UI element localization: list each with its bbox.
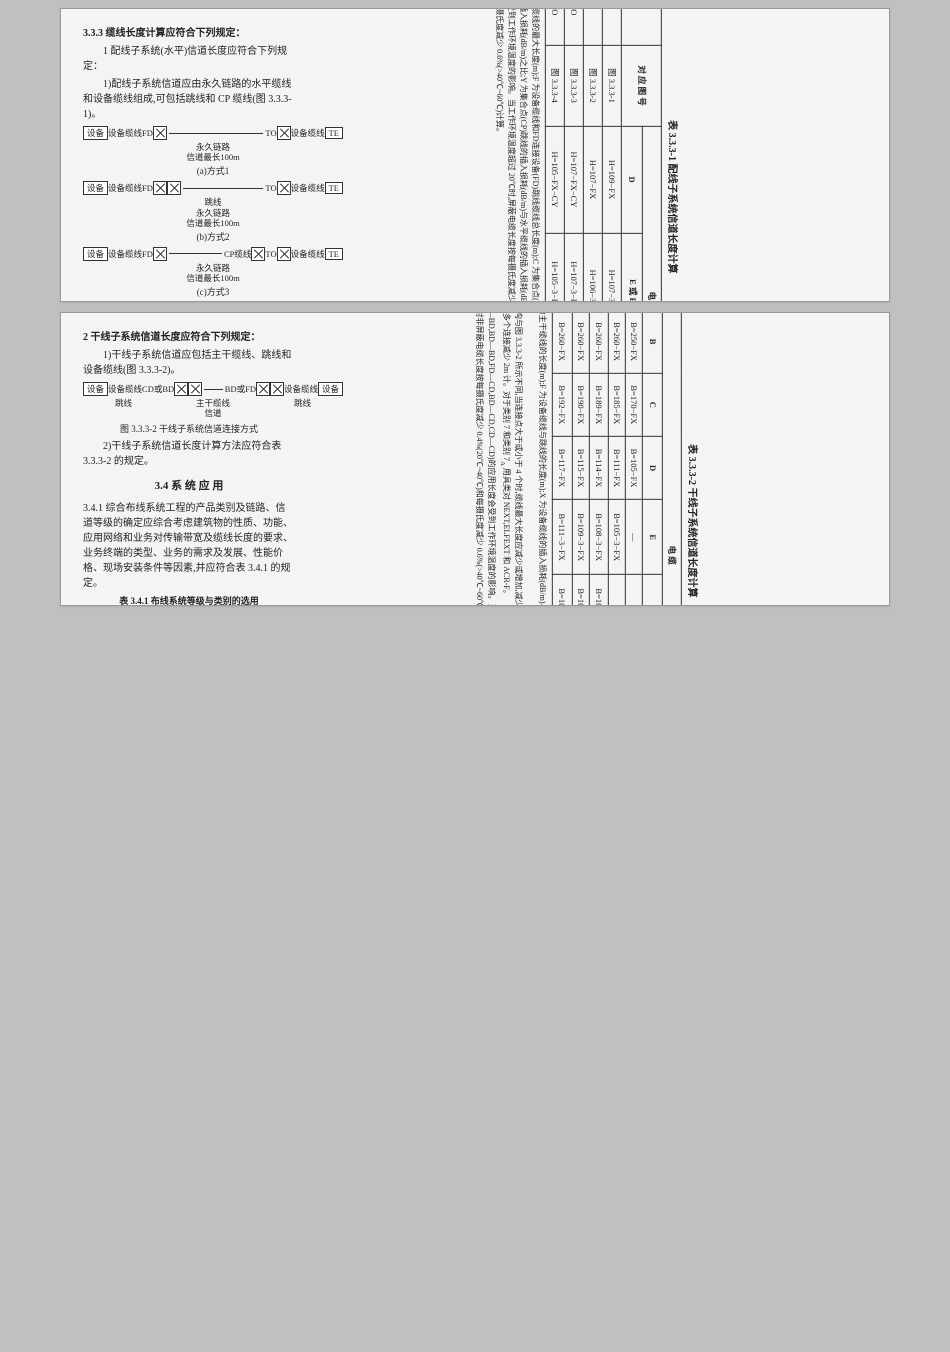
t341-title: 表 3.4.1 布线系统等级与类别的选用 [83, 594, 295, 606]
table-cell: 图 3.3.3-3 [565, 45, 584, 126]
table-cell: B=105−FX [626, 436, 643, 499]
table-cell: H=109−FX [603, 126, 622, 233]
table-cell: H=106−3−FX [584, 233, 603, 302]
chan-a: 信道最长100m [83, 152, 343, 162]
table-cell: B=260−FX [552, 312, 572, 373]
table-cell: B=117−FX [552, 436, 572, 499]
table-cell: B=185−FX [609, 373, 626, 436]
diagram-331-b: 设备 设备缆线 FD TO 设备缆线 TE 跳线 永久链路 信道最长100m (… [83, 181, 343, 243]
fd-node [153, 126, 167, 140]
table-cell: — [626, 500, 643, 575]
table-cell: FD 双跳—TO [584, 8, 603, 45]
sec-341: 3.4.1 综合布线系统工程的产品类别及链路、信道等级的确定应综合考虑建筑物的性… [83, 501, 295, 591]
item1a: 1)配线子系统信道应由永久链路的水平缆线和设备缆线组成,可包括跳线和 CP 缆线… [83, 77, 295, 122]
lbl-devcable: 设备缆线 [108, 128, 142, 138]
cap-a: (a)方式1 [83, 164, 343, 177]
table-cell: B=109−3−FX [572, 500, 589, 575]
table-3332: 类别 A 电 缆 B C D E EA F FA 52000B=250−FXB=… [552, 312, 682, 606]
table-cell: FD 双跳—CP—TO [546, 8, 565, 45]
table-3332-title: 表 3.3.3-2 干线子系统信道长度计算 [686, 312, 701, 606]
perm-a: 永久链路 [83, 142, 343, 152]
table-cell: 图 3.3.3-2 [584, 45, 603, 126]
table-cell: FD 无跳—CP—TO [565, 8, 584, 45]
table-cell: B=111−3−FX [552, 500, 572, 575]
p16-s2b: 2)干线子系统信道长度计算方法应符合表 3.3.3-2 的规定。 [83, 439, 295, 469]
table-cell: B=260−FX [589, 312, 609, 373]
lbl-fd: FD [142, 128, 153, 138]
lbl-chan: 信道 [83, 408, 343, 418]
table-cell: H=107−FX [584, 126, 603, 233]
table-cell: B=114−FX [589, 436, 609, 499]
diagram-331-c: 设备 设备缆线 FD CP缆线 TO 设备缆线 TE 永久链路 信道最长100m [83, 247, 343, 298]
table-cell: B=107−3−FX [572, 575, 589, 606]
cap-b: (b)方式2 [83, 230, 343, 243]
t3332-note2: 2 当信道路径连接结构与图 3.3.3-2 所示不同,当连接点大于或小于 4 个… [497, 312, 524, 606]
lbl-bdfd: BD或FD [225, 384, 256, 394]
t3331-note2: 2 水平缆线在使用长度会受到工作环境温度的影响。当工作环境温度超过 20℃时,屏… [493, 8, 517, 302]
sec-333: 3.3.3 缆线长度计算应符合下列规定： [83, 26, 295, 41]
t3331-notes: 注:1 计算公式中:H 为水平缆线的最大长度(m);F 为设备缆线和FD连接设备… [493, 8, 541, 302]
diagram-332: 设备 设备缆线 CD或BD BD或FD 设备缆线 设备 跳线 主干缆线 跳线 [83, 382, 343, 418]
t3332-notes: 注:1 计算公式中:B 为主干缆线的长度(m);F 为设备缆线与跳线的长度(m)… [473, 312, 548, 606]
sec-34-title: 3.4 系 统 应 用 [83, 477, 295, 493]
table-cell: B=260−FX [609, 312, 626, 373]
t3332-note1: 注:1 计算公式中:B 为主干缆线的长度(m);F 为设备缆线与跳线的长度(m)… [524, 312, 548, 606]
table-cell: H=107−FX−CY [565, 126, 584, 233]
box-device-b: 设备 [83, 181, 108, 195]
table-cell: — [626, 575, 643, 606]
page14-body: 3.3.3 缆线长度计算应符合下列规定： 1 配线子系统(水平)信道长度应符合下… [83, 23, 295, 302]
table-3332-wrap: 表 3.3.3-2 干线子系统信道长度计算 类别 A 电 缆 B C D E E… [473, 312, 701, 606]
p16-s2a: 1)干线子系统信道应包括主干缆线、跳线和设备缆线(图 3.3.3-2)。 [83, 348, 295, 378]
table-cell: B=170−FX [626, 373, 643, 436]
table-cell: B=260−FX [572, 312, 589, 373]
page15-body: 表 3.3.3-1 配线子系统信道长度计算 连 接 模 型 对 应 图 号 电 … [307, 23, 867, 302]
lbl-cp-c: CP缆线 [224, 249, 251, 259]
table-cell: B=105−3−FX [589, 575, 609, 606]
lbl-trunk: 主干缆线 [196, 398, 230, 408]
table-3331-title: 表 3.3.3-1 配线子系统信道长度计算 [666, 8, 681, 302]
table-cell: H=105−3−FX−CY [546, 233, 565, 302]
table-cell: B=105−3−FX [609, 500, 626, 575]
table-cell: B=192−FX [552, 373, 572, 436]
table-3331-wrap: 表 3.3.3-1 配线子系统信道长度计算 连 接 模 型 对 应 图 号 电 … [493, 8, 681, 302]
t3332-note3: 3 主干电缆(信道 FD—BD,BD—BD,FD—CD,BD—CD,CD—CD)… [473, 312, 497, 606]
fig332-caption: 图 3.3.3-2 干线子系统信道连接方式 [83, 422, 295, 435]
diagram-331-a: 设备 设备缆线 FD TO 设备缆线 TE 永久链路 信道最长100m (a)方… [83, 126, 343, 177]
page17-body: 表 3.3.3-2 干线子系统信道长度计算 类别 A 电 缆 B C D E E… [307, 327, 867, 606]
box-device: 设备 [83, 126, 108, 140]
table-cell: FD 无跳—TO [603, 8, 622, 45]
p16-s2: 2 干线子系统信道长度应符合下列规定： [83, 330, 295, 345]
table-cell: B=189−FX [589, 373, 609, 436]
t3331-note1: 注:1 计算公式中:H 为水平缆线的最大长度(m);F 为设备缆线和FD连接设备… [517, 8, 541, 302]
table-cell: B=115−FX [572, 436, 589, 499]
table-cell: B=109−3−FX [552, 575, 572, 606]
lbl-to: TO [265, 128, 276, 138]
table-3331: 连 接 模 型 对 应 图 号 电 缆 D E 或 EA F 或 FA FD 无… [545, 8, 662, 302]
table-cell: H=107−3−FX [603, 233, 622, 302]
to-node [277, 126, 291, 140]
table-cell: B=111−FX [609, 436, 626, 499]
table-cell: 图 3.3.3-1 [603, 45, 622, 126]
lbl-cdbd: CD或BD [142, 384, 174, 394]
table-cell: H=107−3−FX−CY [565, 233, 584, 302]
table-cell: — [609, 575, 626, 606]
jump-b: 跳线 [83, 197, 343, 207]
page16-body: 2 干线子系统信道长度应符合下列规定： 1)干线子系统信道应包括主干缆线、跳线和… [83, 327, 295, 606]
table-cell: B=108−3−FX [589, 500, 609, 575]
item1: 1 配线子系统(水平)信道长度应符合下列规定： [83, 44, 295, 74]
table-cell: B=250−FX [626, 312, 643, 373]
table-cell: B=190−FX [572, 373, 589, 436]
table-cell: H=105−FX−CY [546, 126, 565, 233]
table-cell: 图 3.3.3-4 [546, 45, 565, 126]
cap-c: (c)方式3 [83, 285, 343, 298]
